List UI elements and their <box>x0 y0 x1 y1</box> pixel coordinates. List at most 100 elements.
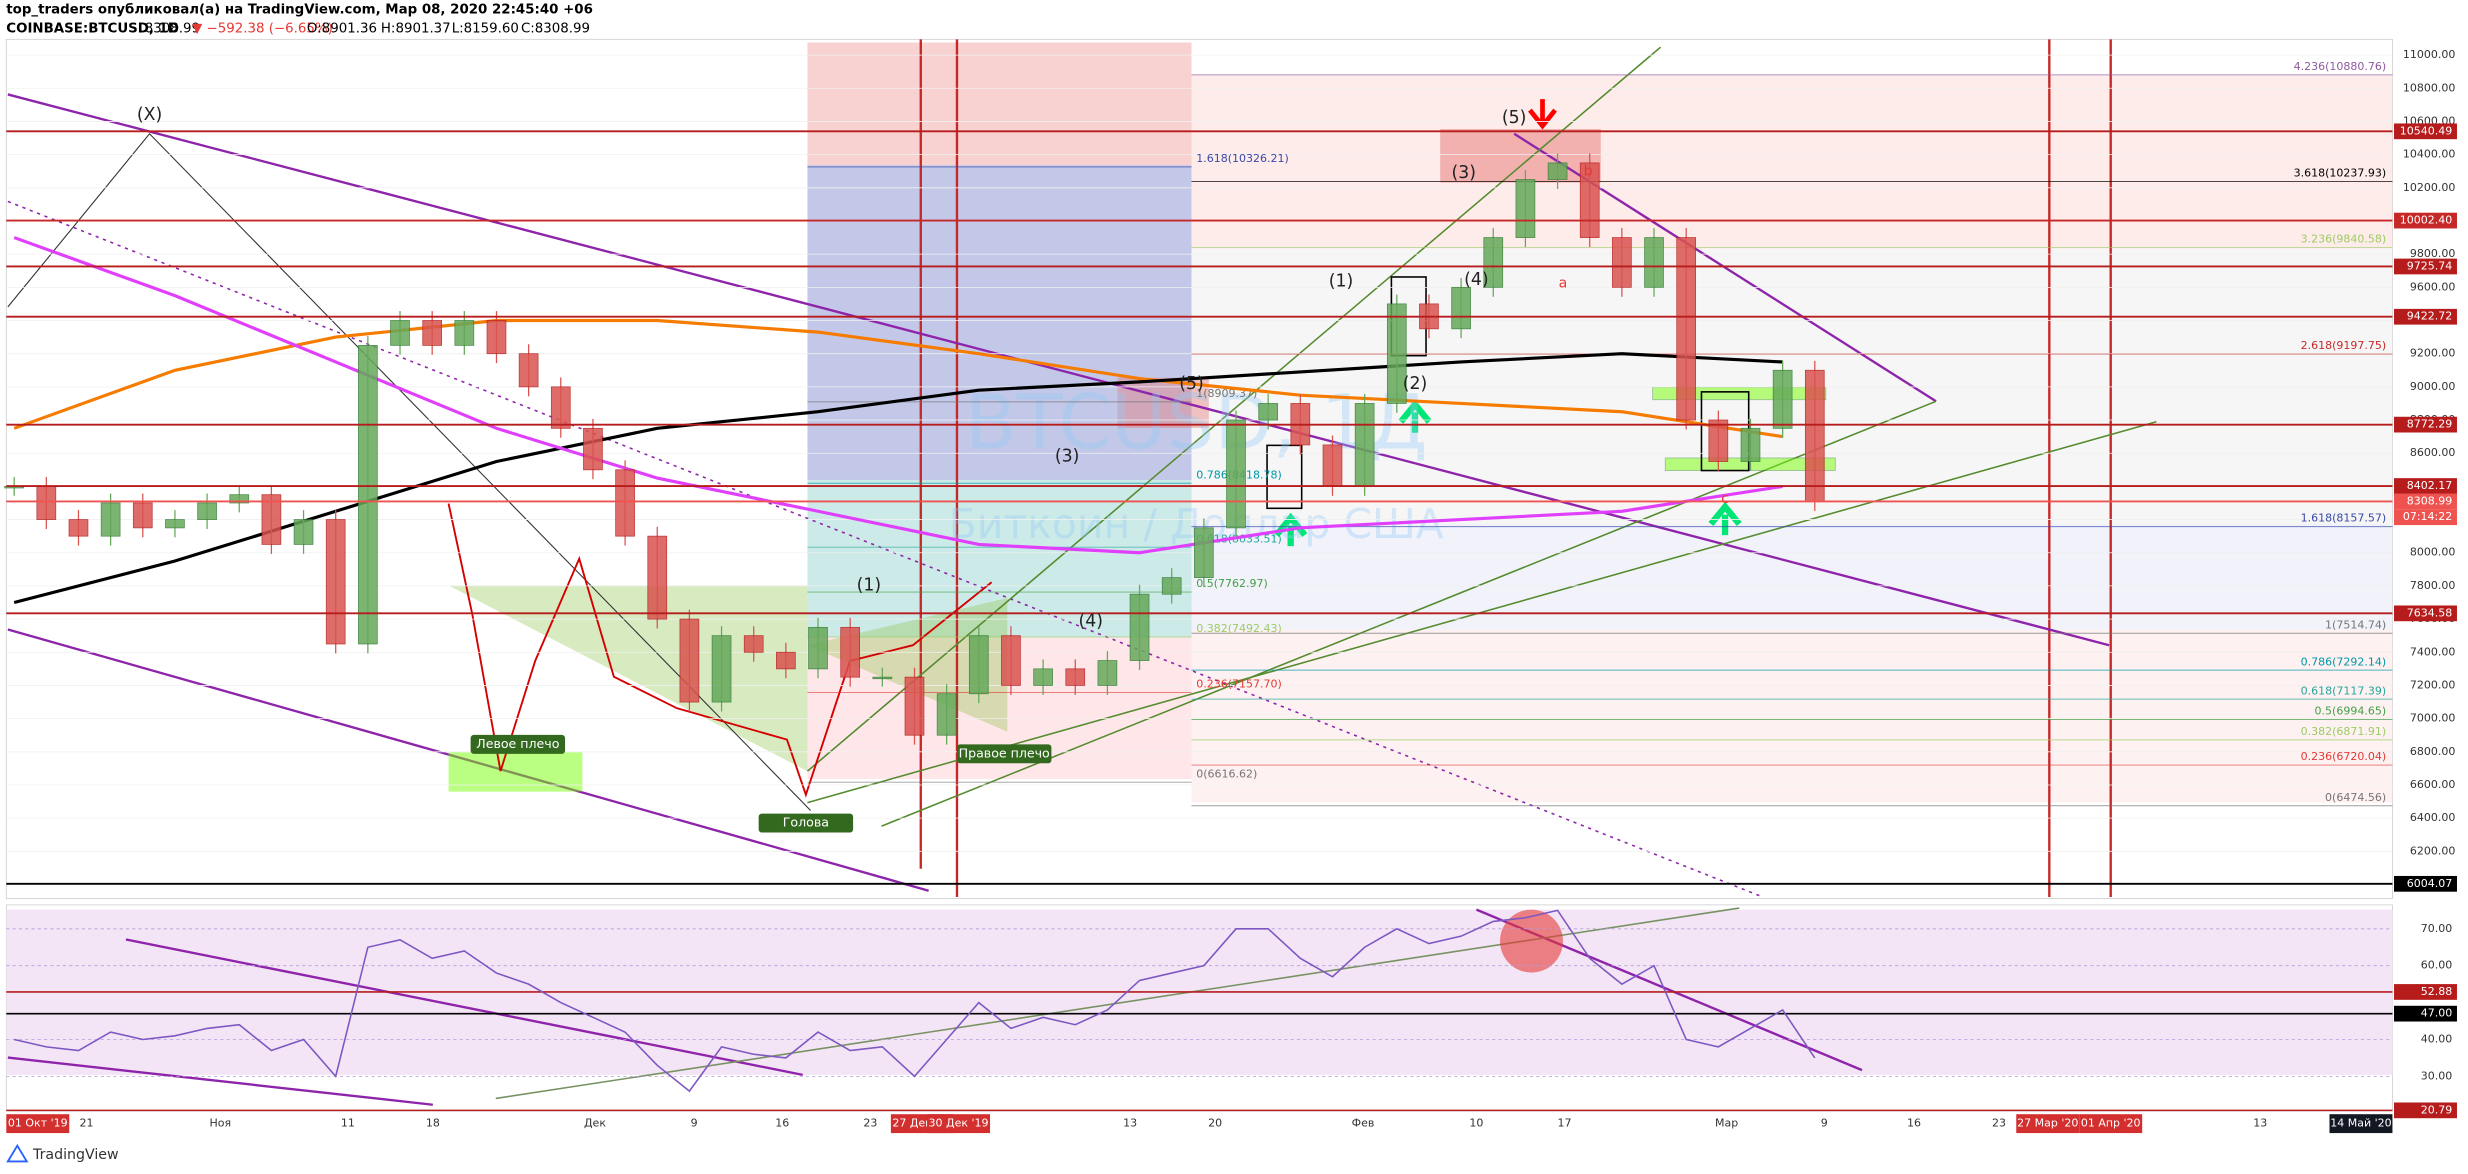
rsi-level-badge <box>2394 984 2457 1000</box>
close: C:8308.99 <box>521 21 590 36</box>
candle <box>1258 403 1279 421</box>
level-label: 10540.49 <box>2400 124 2453 137</box>
candle <box>1322 444 1343 487</box>
wave-label: (5) <box>1502 108 1527 128</box>
zone <box>807 42 1192 166</box>
wave-label: a <box>1559 275 1568 291</box>
fib-label: 0.5(7762.97) <box>1196 577 1268 590</box>
fib-label: 1.618(10326.21) <box>1196 152 1289 165</box>
wave-label: c <box>1721 491 1729 507</box>
y-tick-label: 6200.00 <box>2410 844 2456 857</box>
level-label: 9422.72 <box>2407 310 2453 323</box>
candle <box>36 485 57 520</box>
fib-label: 2.618(9197.75) <box>2301 339 2387 352</box>
candle <box>261 494 282 545</box>
candle <box>1772 369 1793 429</box>
box <box>448 752 583 792</box>
wave-label: (2) <box>1403 374 1428 394</box>
time-label: 18 <box>426 1117 440 1130</box>
candle <box>711 635 732 703</box>
time-label: 16 <box>1907 1117 1921 1130</box>
time-label: 23 <box>863 1117 877 1130</box>
time-label: Дек <box>584 1117 606 1130</box>
candle <box>1579 162 1600 238</box>
rsi-tick-label: 70.00 <box>2421 922 2453 935</box>
candle <box>390 320 410 346</box>
time-badge <box>2079 1114 2143 1134</box>
level-badge <box>2394 416 2457 433</box>
arrow-down <box>1528 99 1557 130</box>
y-tick-label: 9000.00 <box>2410 380 2456 393</box>
trendline <box>7 93 2110 647</box>
candle <box>197 502 217 520</box>
logo: TradingView <box>6 1143 119 1163</box>
candle <box>1065 668 1086 686</box>
symbol-line: COINBASE:BTCUSD, 1D 8308.99 ▼ −592.38 (−… <box>6 21 590 36</box>
level-label: 9725.74 <box>2407 259 2453 272</box>
level-badge <box>2394 493 2457 510</box>
time-label: Фев <box>1352 1117 1375 1130</box>
candle <box>132 502 153 529</box>
y-tick-label: 7200.00 <box>2410 678 2456 691</box>
trendline <box>806 46 1662 772</box>
level-badge <box>2394 478 2457 494</box>
wave-label: (3) <box>1452 163 1477 183</box>
candle <box>229 494 250 504</box>
candle <box>1354 403 1375 487</box>
time-label: 10 <box>1469 1117 1483 1130</box>
candle <box>100 502 121 537</box>
fib-label: 0.5(6994.65) <box>2315 705 2387 718</box>
time-label: 13 <box>1123 1117 1137 1130</box>
level-label: 6004.07 <box>2407 877 2453 890</box>
time-badge <box>2329 1114 2393 1134</box>
candle <box>1547 162 1568 180</box>
y-tick-label: 8600.00 <box>2410 446 2456 459</box>
y-tick-label: 8000.00 <box>2410 546 2456 559</box>
level-label: 10002.40 <box>2400 214 2453 227</box>
time-label: 21 <box>80 1117 94 1130</box>
low: L:8159.60 <box>452 21 519 36</box>
candle <box>293 519 314 545</box>
level-badge <box>2394 212 2457 229</box>
y-tick-label: 6800.00 <box>2410 745 2456 758</box>
time-label: 27 Мар '20 <box>2017 1117 2078 1130</box>
pattern-label: Правое плечо <box>959 745 1050 760</box>
box <box>1266 444 1303 510</box>
candle <box>679 618 700 703</box>
fib-label: 0.382(6871.91) <box>2301 725 2387 738</box>
candle <box>1194 527 1214 579</box>
candle <box>325 519 346 645</box>
candle <box>165 519 185 529</box>
wave-label: (4) <box>1464 270 1489 290</box>
y-tick-label: 9200.00 <box>2410 347 2456 360</box>
rsi-tick-label: 40.00 <box>2421 1032 2453 1045</box>
y-tick-label: 11000.00 <box>2403 48 2456 61</box>
rsi-level-label: 52.88 <box>2421 985 2453 998</box>
candle <box>1386 303 1407 404</box>
y-tick-label: 9800.00 <box>2410 247 2456 260</box>
rsi-trendline <box>125 938 803 1077</box>
candle <box>422 320 443 346</box>
moving-average <box>13 236 1783 555</box>
pattern-shape <box>448 585 808 772</box>
time-label: 20 <box>1208 1117 1222 1130</box>
candle <box>1483 237 1504 288</box>
zone <box>1191 75 2393 249</box>
pattern-badge <box>758 813 854 833</box>
candle <box>1804 369 1825 502</box>
rsi-level-badge <box>2394 1102 2457 1119</box>
candle <box>1740 427 1761 462</box>
logo-icon <box>6 1143 29 1163</box>
time-label: 14 Май '20 <box>2330 1117 2391 1130</box>
fib-label: 0.236(7157.70) <box>1196 678 1282 691</box>
fib-label: 0(6616.62) <box>1196 767 1257 780</box>
level-label: 8402.17 <box>2407 479 2453 492</box>
candle <box>1515 179 1536 238</box>
pattern-badge <box>956 744 1052 764</box>
watermark-symbol: BTCUSD, 1Д <box>965 379 1428 467</box>
countdown: 07:14:22 <box>2403 510 2452 523</box>
candle <box>454 320 475 346</box>
moving-average <box>13 318 1783 439</box>
zone <box>1191 524 2393 630</box>
